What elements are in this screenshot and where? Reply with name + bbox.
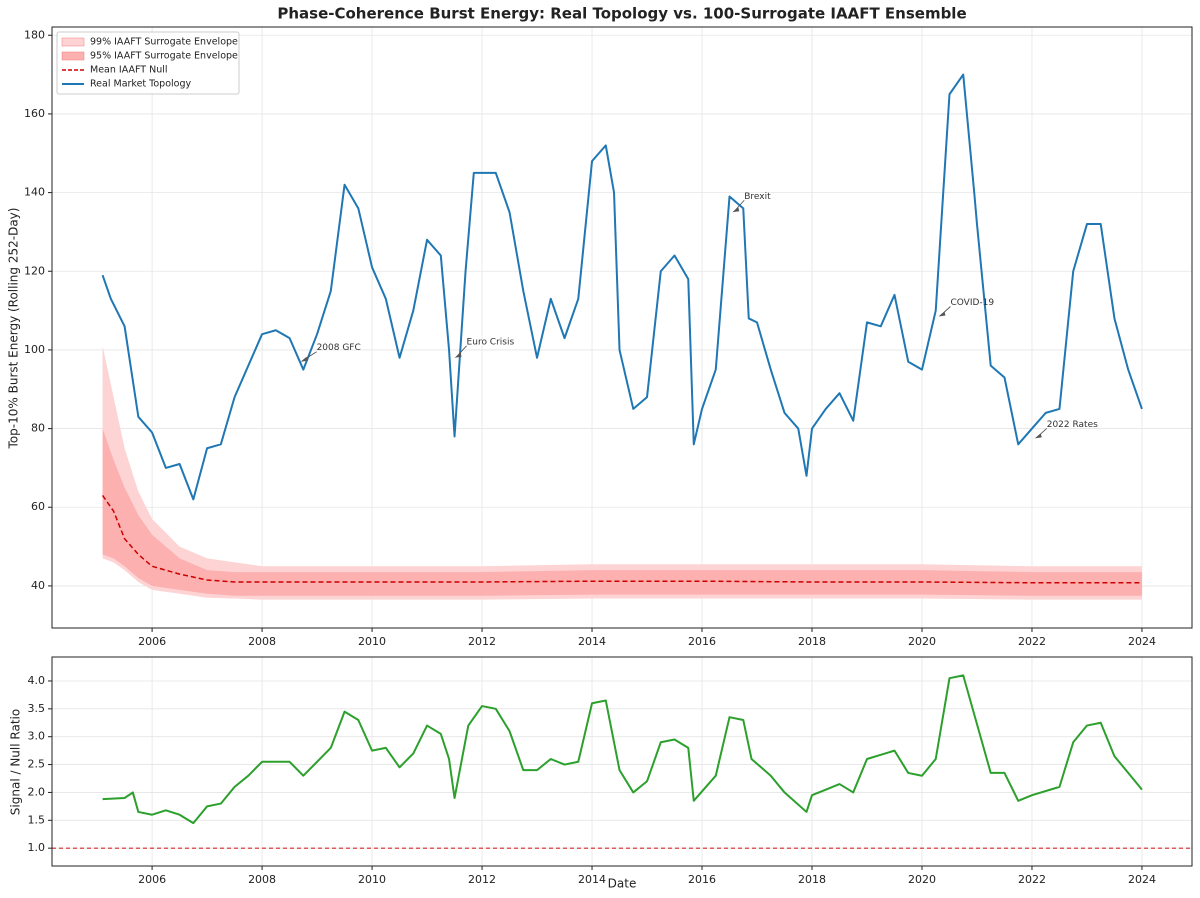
x-tick-label: 2018 <box>798 635 826 648</box>
arrow-head <box>732 207 740 213</box>
axes-frame <box>51 26 1193 629</box>
series-line <box>101 495 1142 584</box>
y-tick-label: 2.5 <box>28 758 46 771</box>
chart-title: Phase-Coherence Burst Energy: Real Topol… <box>277 5 966 23</box>
x-tick-label: 2022 <box>1018 873 1046 886</box>
annotation-label: 2008 GFC <box>317 343 361 353</box>
y-tick-label: 3.0 <box>28 730 46 743</box>
x-tick-label: 2022 <box>1018 635 1046 648</box>
y-tick-label: 120 <box>24 264 45 277</box>
y-tick-label: 80 <box>31 422 45 435</box>
x-tick-label: 2018 <box>798 873 826 886</box>
arrow-head <box>1034 433 1042 439</box>
x-tick-label: 2008 <box>248 635 276 648</box>
arrow-head <box>938 311 946 317</box>
y-tick-label: 2.0 <box>28 785 46 798</box>
y-tick-label: 100 <box>24 343 45 356</box>
annotation-label: 2022 Rates <box>1047 420 1098 430</box>
x-tick-label: 2006 <box>138 635 166 648</box>
x-tick-label: 2020 <box>908 873 936 886</box>
x-tick-label: 2010 <box>358 873 386 886</box>
legend-label: 95% IAAFT Surrogate Envelope <box>90 51 238 62</box>
y-tick-label: 140 <box>24 186 45 199</box>
envelope-band <box>102 428 1142 596</box>
x-tick-label: 2024 <box>1128 873 1156 886</box>
x-tick-label: 2016 <box>688 635 716 648</box>
y-tick-label: 3.5 <box>28 702 46 715</box>
y-tick-label: 1.0 <box>28 841 46 854</box>
plot-area <box>52 27 1192 628</box>
legend-box <box>56 31 240 95</box>
x-tick-label: 2008 <box>248 873 276 886</box>
arrow-head <box>300 356 308 362</box>
y-axis-label: Top-10% Burst Energy (Rolling 252-Day) <box>7 208 21 450</box>
legend-swatch <box>61 37 85 47</box>
arrow-head <box>454 352 462 358</box>
annotation-label: Euro Crisis <box>467 337 515 347</box>
axes-frame <box>51 656 1193 867</box>
annotation-label: COVID-19 <box>950 298 994 308</box>
legend-label: Real Market Topology <box>90 79 192 90</box>
y-tick-label: 160 <box>24 107 45 120</box>
y-tick-label: 1.5 <box>28 813 46 826</box>
x-tick-label: 2006 <box>138 873 166 886</box>
y-tick-label: 180 <box>24 28 45 41</box>
x-tick-label: 2014 <box>578 635 606 648</box>
legend-swatch <box>61 51 85 61</box>
legend-label: Mean IAAFT Null <box>90 65 168 76</box>
x-tick-label: 2012 <box>468 635 496 648</box>
x-tick-label: 2012 <box>468 873 496 886</box>
x-tick-label: 2020 <box>908 635 936 648</box>
series-line <box>102 674 1143 825</box>
plot-area <box>52 657 1192 866</box>
y-tick-label: 40 <box>31 579 45 592</box>
x-tick-label: 2024 <box>1128 635 1156 648</box>
y-axis-label: Signal / Null Ratio <box>9 709 23 815</box>
x-tick-label: 2016 <box>688 873 716 886</box>
y-tick-label: 60 <box>31 500 45 513</box>
x-tick-label: 2014 <box>578 873 606 886</box>
legend-label: 99% IAAFT Surrogate Envelope <box>90 37 238 48</box>
x-axis-label: Date <box>608 877 637 891</box>
annotation-label: Brexit <box>744 192 771 202</box>
series-line <box>101 73 1143 501</box>
y-tick-label: 4.0 <box>28 674 46 687</box>
x-tick-label: 2010 <box>358 635 386 648</box>
